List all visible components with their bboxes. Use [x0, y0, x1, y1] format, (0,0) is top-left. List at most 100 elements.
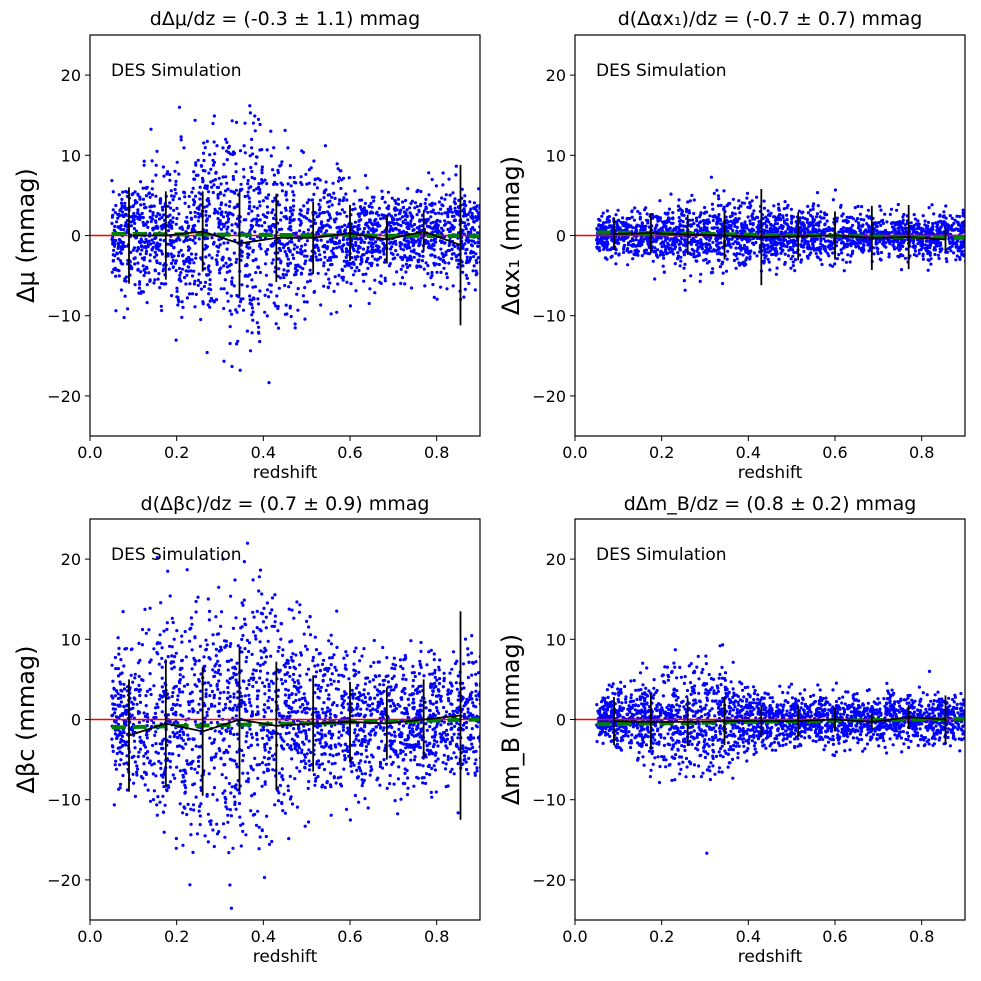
scatter-point: [178, 238, 182, 242]
scatter-point: [653, 246, 657, 250]
scatter-point: [955, 214, 959, 218]
scatter-point: [775, 266, 779, 270]
scatter-point: [476, 244, 480, 248]
scatter-point: [704, 245, 708, 249]
scatter-point: [150, 247, 154, 251]
scatter-point: [733, 206, 737, 210]
scatter-point: [806, 230, 810, 235]
scatter-point: [185, 273, 189, 277]
scatter-point: [768, 212, 772, 216]
scatter-point: [806, 240, 810, 244]
scatter-point: [402, 210, 406, 214]
scatter-point: [193, 215, 197, 219]
scatter-point: [154, 236, 158, 240]
scatter-point: [711, 207, 715, 211]
scatter-point: [717, 245, 721, 250]
scatter-point: [288, 164, 292, 168]
scatter-point: [234, 162, 238, 166]
scatter-point: [823, 239, 828, 243]
scatter-point: [354, 289, 358, 293]
scatter-point: [966, 242, 969, 245]
scatter-point: [968, 232, 971, 235]
scatter-point: [229, 294, 233, 298]
scatter-point: [475, 261, 479, 265]
scatter-point: [389, 214, 393, 218]
scatter-point: [305, 254, 309, 258]
scatter-point: [454, 755, 458, 759]
scatter-point: [222, 223, 226, 227]
scatter-point: [756, 215, 760, 220]
scatter-point: [209, 288, 213, 292]
scatter-point: [815, 212, 820, 216]
scatter-point: [357, 219, 361, 223]
scatter-point: [161, 223, 165, 227]
y-tick-label: −10: [47, 307, 81, 326]
scatter-point: [207, 268, 211, 272]
scatter-point: [878, 240, 882, 244]
scatter-point: [212, 183, 216, 187]
scatter-point: [436, 228, 440, 232]
scatter-point: [360, 257, 364, 261]
scatter-point: [326, 285, 330, 289]
scatter-point: [236, 339, 240, 343]
scatter-point: [409, 639, 413, 643]
scatter-point: [174, 338, 178, 342]
scatter-point: [949, 249, 953, 253]
scatter-point: [934, 221, 938, 225]
scatter-point: [424, 197, 428, 201]
scatter-point: [191, 186, 195, 190]
scatter-point: [416, 226, 421, 230]
scatter-point: [415, 763, 420, 767]
scatter-point: [329, 258, 333, 262]
scatter-point: [437, 211, 441, 215]
scatter-point: [124, 279, 128, 283]
scatter-point: [117, 274, 121, 278]
scatter-point: [129, 220, 133, 224]
scatter-point: [912, 230, 916, 234]
scatter-point: [154, 214, 158, 218]
scatter-point: [745, 196, 749, 200]
plot-area: [575, 175, 971, 292]
scatter-point: [152, 241, 156, 245]
scatter-point: [394, 249, 398, 253]
scatter-point: [913, 217, 918, 221]
scatter-point: [178, 226, 182, 230]
scatter-point: [719, 222, 723, 226]
scatter-point: [393, 208, 397, 212]
scatter-point: [230, 364, 234, 369]
scatter-point: [441, 171, 445, 175]
scatter-point: [717, 197, 721, 201]
scatter-point: [260, 165, 264, 169]
scatter-point: [466, 230, 470, 234]
scatter-point: [153, 250, 157, 254]
scatter-point: [264, 229, 269, 233]
scatter-point: [356, 237, 360, 241]
scatter-point: [896, 226, 901, 230]
scatter-point: [968, 232, 971, 235]
scatter-point: [140, 248, 144, 252]
scatter-point: [169, 239, 173, 243]
scatter-point: [819, 239, 823, 243]
scatter-point: [663, 239, 668, 243]
scatter-point: [642, 249, 647, 253]
scatter-point: [292, 273, 297, 277]
scatter-point: [256, 302, 261, 306]
scatter-point: [966, 244, 969, 247]
scatter-point: [175, 286, 179, 290]
scatter-point: [755, 254, 759, 258]
scatter-point: [151, 211, 155, 215]
scatter-point: [680, 208, 684, 213]
scatter-point: [892, 226, 896, 230]
scatter-point: [374, 240, 378, 244]
scatter-point: [188, 282, 192, 286]
scatter-point: [749, 249, 753, 253]
scatter-point: [464, 273, 468, 277]
scatter-point: [225, 291, 229, 295]
scatter-point: [597, 217, 601, 221]
scatter-point: [678, 222, 682, 227]
scatter-point: [295, 268, 299, 273]
scatter-point: [738, 229, 743, 233]
scatter-point: [767, 220, 771, 224]
scatter-point: [483, 220, 486, 223]
scatter-point: [292, 256, 296, 260]
